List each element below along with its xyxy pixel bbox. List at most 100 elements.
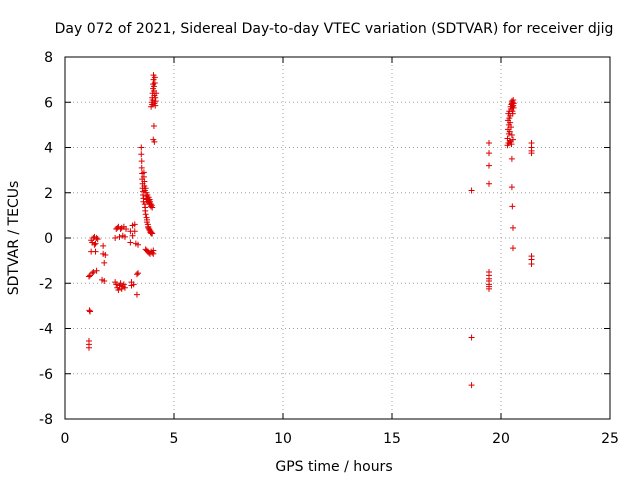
- data-point: [149, 204, 156, 211]
- data-point: [152, 98, 159, 105]
- data-point: [508, 155, 515, 162]
- data-point: [151, 80, 158, 87]
- data-point: [509, 224, 516, 231]
- data-point: [509, 245, 516, 252]
- data-point: [92, 248, 99, 255]
- chart-title: Day 072 of 2021, Sidereal Day-to-day VTE…: [55, 21, 614, 37]
- x-tick-label: 15: [383, 431, 401, 447]
- data-point: [486, 162, 493, 169]
- data-point: [151, 74, 158, 81]
- data-point: [528, 150, 535, 157]
- axis-ticks: [64, 56, 611, 420]
- data-point: [115, 287, 122, 294]
- y-tick-label: -6: [39, 367, 53, 383]
- data-point: [509, 136, 516, 143]
- data-point: [101, 259, 108, 266]
- data-point: [142, 211, 149, 218]
- data-point: [151, 138, 158, 145]
- data-point: [486, 150, 493, 157]
- x-tick-label: 20: [492, 431, 510, 447]
- x-tick-labels: 0 5 10 15 20 25: [61, 431, 619, 447]
- data-point: [90, 268, 97, 275]
- data-point: [468, 187, 475, 194]
- y-tick-label: 4: [44, 141, 53, 157]
- data-point: [113, 281, 120, 288]
- data-point: [91, 241, 98, 248]
- data-point: [112, 235, 119, 241]
- x-tick-label: 25: [601, 431, 619, 447]
- data-point: [93, 235, 100, 241]
- data-point: [528, 261, 535, 268]
- data-point: [131, 228, 138, 235]
- data-point: [486, 277, 493, 284]
- data-point: [135, 270, 142, 277]
- data-point: [153, 90, 160, 97]
- data-point: [508, 132, 515, 139]
- y-tick-label: 6: [44, 95, 53, 111]
- data-point: [87, 308, 94, 315]
- data-point: [85, 344, 92, 351]
- data-point: [121, 233, 128, 240]
- data-point: [131, 221, 138, 228]
- x-tick-label: 10: [274, 431, 292, 447]
- data-point: [486, 139, 493, 146]
- data-point: [117, 225, 124, 232]
- data-point: [85, 273, 92, 280]
- data-point: [94, 236, 101, 243]
- data-point: [86, 307, 93, 314]
- data-point: [468, 334, 475, 341]
- data-point: [138, 144, 145, 151]
- y-tick-label: 2: [44, 186, 53, 202]
- data-point: [508, 124, 515, 131]
- data-point: [120, 281, 127, 288]
- x-axis-label: GPS time / hours: [275, 459, 392, 475]
- grid-lines: [65, 57, 610, 419]
- data-point: [116, 233, 123, 240]
- y-tick-label: -2: [39, 276, 53, 292]
- data-point: [100, 242, 107, 249]
- data-point: [92, 240, 99, 247]
- data-point: [509, 203, 516, 210]
- y-tick-labels: -8 -6 -4 -2 0 2 4 6 8: [39, 50, 53, 428]
- data-point: [129, 232, 136, 239]
- data-point: [101, 277, 108, 284]
- data-point: [127, 239, 134, 246]
- data-point: [102, 251, 109, 258]
- data-point: [93, 267, 100, 274]
- y-tick-label: -8: [39, 412, 53, 428]
- data-point: [138, 151, 145, 158]
- data-point: [468, 382, 475, 389]
- data-points: [85, 72, 535, 389]
- data-point: [148, 229, 155, 236]
- data-point: [89, 270, 96, 277]
- data-point: [135, 241, 142, 248]
- y-axis-label: SDTVAR / TECUs: [6, 181, 22, 296]
- data-point: [486, 285, 493, 292]
- data-point: [508, 141, 515, 148]
- x-tick-label: 0: [61, 431, 70, 447]
- data-point: [121, 284, 128, 291]
- x-tick-label: 5: [170, 431, 179, 447]
- data-point: [138, 158, 145, 165]
- y-tick-label: 0: [44, 231, 53, 247]
- data-point: [510, 100, 517, 107]
- data-point: [149, 230, 156, 237]
- data-point: [150, 123, 157, 130]
- data-point: [506, 137, 513, 144]
- data-point: [138, 164, 145, 171]
- data-point: [117, 280, 124, 287]
- data-point: [486, 180, 493, 187]
- data-point: [508, 184, 515, 191]
- data-point: [133, 291, 140, 298]
- data-point: [133, 271, 140, 278]
- data-point: [130, 281, 137, 288]
- data-point: [506, 128, 513, 135]
- data-point: [150, 250, 157, 257]
- y-tick-label: 8: [44, 50, 53, 66]
- data-point: [147, 203, 154, 210]
- data-point: [123, 225, 130, 232]
- data-point: [507, 119, 514, 126]
- y-tick-label: -4: [39, 322, 53, 338]
- data-point: [509, 110, 516, 117]
